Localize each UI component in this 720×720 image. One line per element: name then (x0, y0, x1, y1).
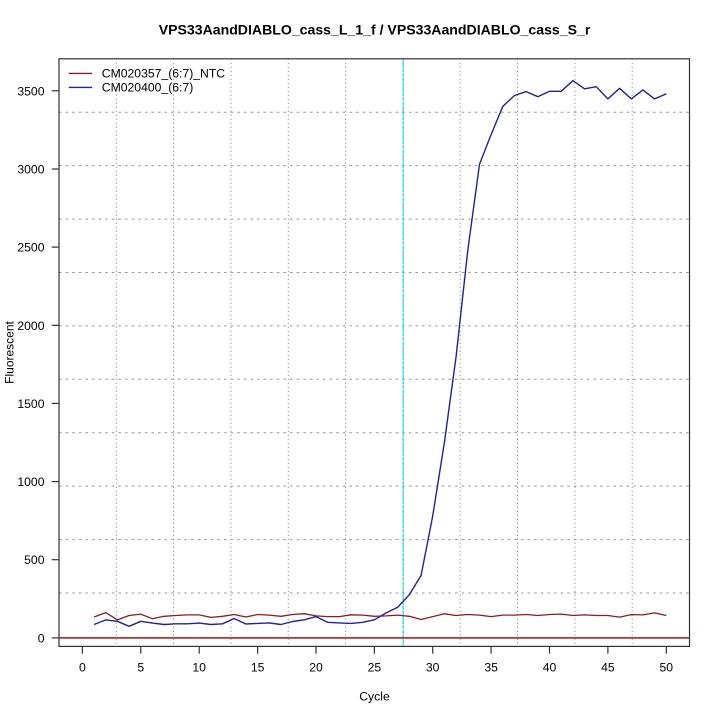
svg-text:3500: 3500 (17, 84, 44, 98)
svg-text:30: 30 (426, 661, 440, 675)
svg-text:VPS33AandDIABLO_cass_L_1_f / V: VPS33AandDIABLO_cass_L_1_f / VPS33AandDI… (159, 22, 591, 38)
svg-text:40: 40 (543, 661, 557, 675)
svg-text:35: 35 (484, 661, 498, 675)
svg-text:15: 15 (251, 661, 265, 675)
svg-text:5: 5 (137, 661, 144, 675)
svg-text:1000: 1000 (17, 475, 44, 489)
svg-text:3000: 3000 (17, 163, 44, 177)
svg-text:50: 50 (660, 661, 674, 675)
svg-text:1500: 1500 (17, 397, 44, 411)
svg-text:45: 45 (601, 661, 615, 675)
svg-text:2000: 2000 (17, 319, 44, 333)
svg-text:Cycle: Cycle (359, 689, 390, 703)
svg-text:CM020357_(6:7)_NTC: CM020357_(6:7)_NTC (102, 67, 225, 81)
svg-text:0: 0 (38, 631, 45, 645)
svg-text:20: 20 (309, 661, 323, 675)
svg-text:2500: 2500 (17, 241, 44, 255)
svg-text:10: 10 (192, 661, 206, 675)
svg-text:Fluorescent: Fluorescent (3, 320, 17, 383)
svg-text:0: 0 (79, 661, 86, 675)
svg-text:500: 500 (24, 553, 45, 567)
svg-text:CM020400_(6:7): CM020400_(6:7) (102, 81, 193, 95)
svg-text:25: 25 (368, 661, 382, 675)
